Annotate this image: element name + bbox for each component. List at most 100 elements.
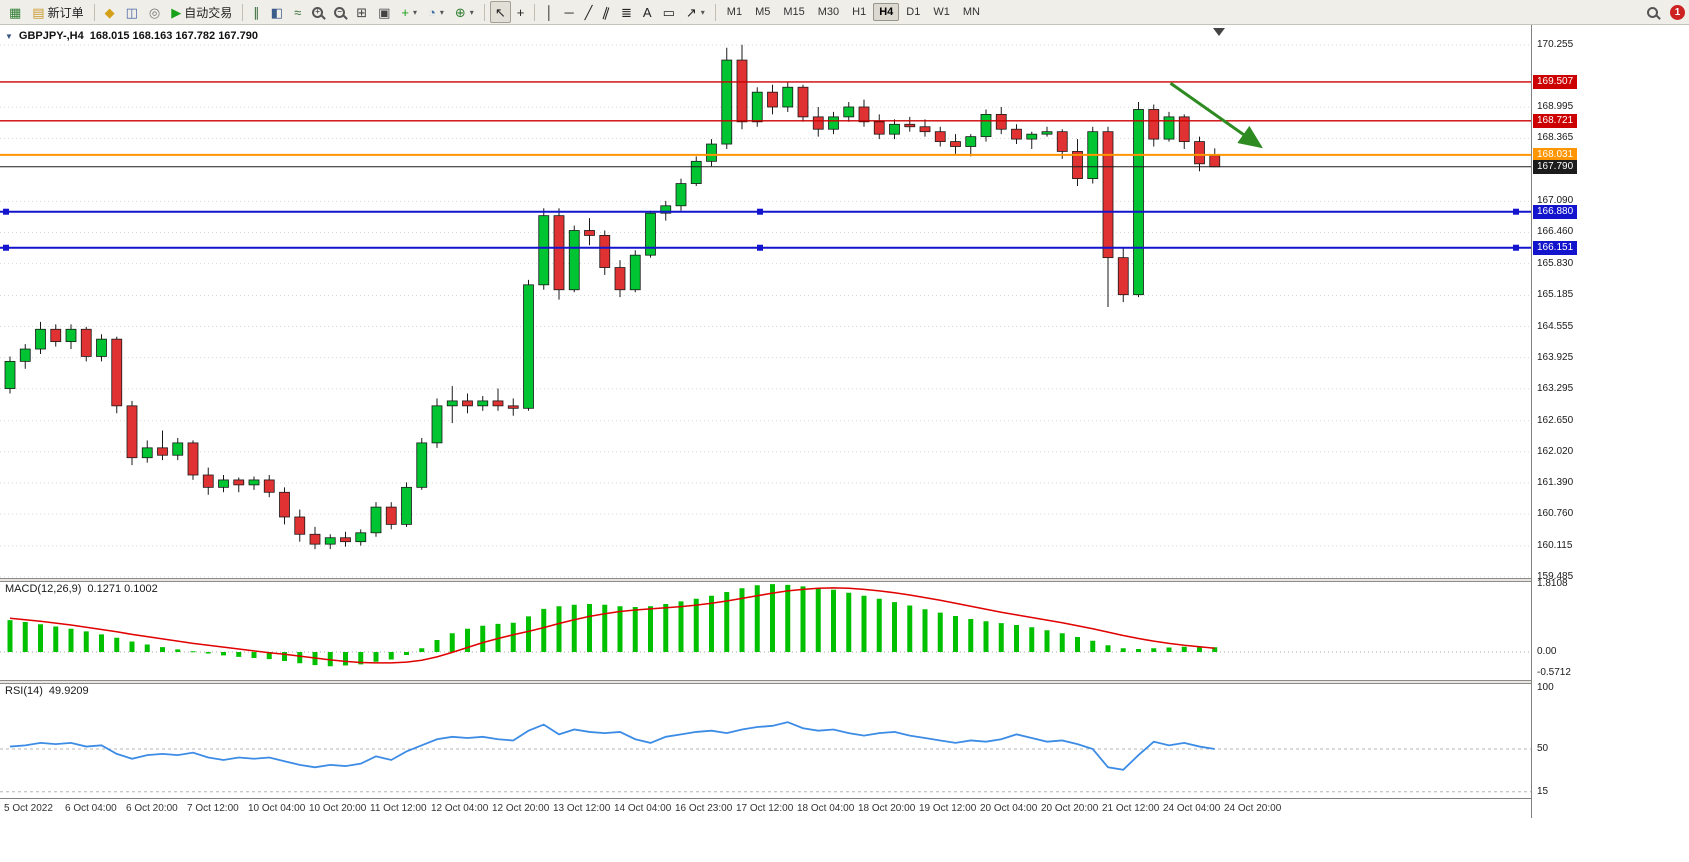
candle — [340, 531, 351, 547]
candle — [721, 47, 733, 149]
macd-svg[interactable] — [0, 582, 1531, 680]
macd-bar — [510, 622, 516, 652]
timeframe-w1[interactable]: W1 — [933, 6, 950, 18]
macd-bar — [556, 606, 562, 652]
search-icon — [1647, 6, 1658, 18]
candle-body — [858, 106, 870, 123]
arrows-icon: ↗ — [685, 4, 697, 20]
new-chart-plus-button[interactable]: + ▾ — [396, 1, 422, 23]
candle — [843, 102, 855, 122]
terminal-button[interactable]: ◎ — [144, 1, 165, 23]
candle-body — [675, 183, 687, 207]
label-button[interactable]: ▭ — [658, 1, 680, 23]
indicators-button[interactable]: ⊕ ▾ — [450, 1, 479, 23]
chart-title: ▼ GBPJPY-,H4 168.015 168.163 167.782 167… — [5, 30, 258, 42]
time-tick: 24 Oct 04:00 — [1163, 803, 1221, 814]
price-scale[interactable]: 170.255 168.995 168.365 167.090 166.460 165.8… — [1531, 25, 1689, 818]
main-chart-svg[interactable] — [0, 25, 1531, 578]
candle — [416, 437, 428, 490]
time-axis[interactable]: 5 Oct 2022 6 Oct 04:00 6 Oct 20:00 7 Oct 12… — [0, 798, 1531, 821]
candle-body — [629, 254, 641, 291]
macd-bar — [434, 640, 440, 652]
macd-bar — [1197, 647, 1202, 652]
panel-splitter[interactable] — [0, 680, 1531, 684]
timeframe-m15[interactable]: M15 — [783, 6, 805, 18]
new-order-button[interactable]: ▤ 新订单 — [27, 1, 88, 23]
candle-body — [263, 479, 275, 493]
autotrading-button[interactable]: ▶ 自动交易 — [166, 1, 237, 23]
timeframe-h1[interactable]: H1 — [852, 6, 867, 18]
line-handle[interactable] — [757, 208, 763, 215]
horizontal-line-button[interactable]: ─ — [559, 1, 578, 23]
rsi-svg[interactable] — [0, 684, 1531, 798]
profiles-button[interactable]: ◔ ▾ — [423, 1, 449, 23]
market-watch-button[interactable]: ◆ — [100, 1, 120, 23]
arrange-windows-button[interactable]: ▣ — [373, 1, 395, 23]
macd-tick: 1.8108 — [1537, 578, 1568, 590]
line-handle[interactable] — [757, 244, 763, 251]
time-tick: 7 Oct 12:00 — [187, 803, 239, 814]
time-tick: 24 Oct 20:00 — [1224, 803, 1282, 814]
price-tick: 160.760 — [1537, 508, 1574, 520]
search-button[interactable] — [1642, 1, 1663, 23]
hline-price-badge: 168.031 — [1533, 147, 1578, 162]
text-button[interactable]: A — [638, 1, 657, 23]
macd-bar — [541, 608, 547, 652]
main-chart-panel[interactable]: ▼ GBPJPY-,H4 168.015 168.163 167.782 167… — [0, 25, 1531, 578]
line-handle[interactable] — [3, 208, 9, 215]
price-tick: 160.115 — [1537, 539, 1573, 551]
vertical-line-button[interactable]: │ — [540, 1, 558, 23]
candle — [35, 321, 46, 354]
timeframe-m5[interactable]: M5 — [755, 6, 771, 18]
candle-body — [706, 143, 717, 162]
macd-bar — [1181, 646, 1187, 652]
rsi-value: 49.9209 — [48, 685, 89, 697]
cursor-button[interactable]: ↖ — [489, 1, 511, 23]
candle-body — [1117, 257, 1129, 296]
time-tick: 16 Oct 23:00 — [675, 803, 733, 814]
zoom-in-button[interactable]: + — [307, 1, 328, 23]
timeframe-mn[interactable]: MN — [962, 6, 980, 18]
bar-chart-button[interactable]: ∥ — [248, 1, 265, 23]
macd-bar — [785, 584, 791, 652]
notification-badge[interactable]: 1 — [1670, 4, 1685, 20]
candle — [1117, 247, 1129, 303]
trend-arrow[interactable] — [1169, 82, 1263, 149]
tile-windows-button[interactable]: ⊞ — [351, 1, 372, 23]
fibonacci-button[interactable]: ≣ — [616, 1, 637, 23]
line-handle[interactable] — [3, 244, 9, 251]
hline-price-badge: 166.151 — [1533, 240, 1578, 255]
macd-panel[interactable]: MACD(12,26,9) 0.1271 0.1002 — [0, 582, 1531, 680]
crosshair-button[interactable]: + — [512, 1, 530, 23]
macd-tick: -0.5712 — [1537, 667, 1571, 679]
line-handle[interactable] — [1513, 244, 1519, 251]
time-tick: 18 Oct 20:00 — [858, 803, 916, 814]
timeframe-d1[interactable]: D1 — [906, 6, 921, 18]
macd-bar — [221, 652, 226, 656]
price-tick: 163.295 — [1537, 382, 1574, 394]
equidistant-channel-button[interactable]: ∥ — [598, 1, 615, 23]
timeframe-m1[interactable]: M1 — [726, 6, 743, 18]
arrows-button[interactable]: ↗ ▾ — [681, 1, 710, 23]
candle — [706, 139, 717, 167]
new-chart-button[interactable]: ▦ — [4, 1, 26, 23]
collapse-icon[interactable]: ▼ — [5, 31, 13, 41]
panel-splitter[interactable] — [0, 578, 1531, 582]
chart-shift-marker[interactable] — [1213, 28, 1225, 36]
candle-body — [80, 328, 92, 357]
bid-price-badge: 167.790 — [1533, 159, 1578, 174]
macd-bar — [800, 586, 806, 652]
macd-bar — [1059, 633, 1065, 652]
candlestick-chart-button[interactable]: ◧ — [266, 1, 288, 23]
navigator-button[interactable]: ◫ — [121, 1, 143, 23]
zoom-out-button[interactable]: − — [329, 1, 350, 23]
line-handle[interactable] — [1513, 208, 1519, 215]
candle — [401, 482, 412, 527]
macd-bar — [1075, 637, 1080, 652]
line-chart-button[interactable]: ≈ — [289, 1, 306, 23]
timeframe-h4[interactable]: H4 — [873, 3, 900, 21]
timeframe-m30[interactable]: M30 — [817, 6, 840, 18]
trendline-button[interactable]: ╱ — [580, 1, 598, 23]
rsi-panel[interactable]: RSI(14) 49.9209 — [0, 684, 1531, 798]
candle-body — [584, 230, 595, 236]
